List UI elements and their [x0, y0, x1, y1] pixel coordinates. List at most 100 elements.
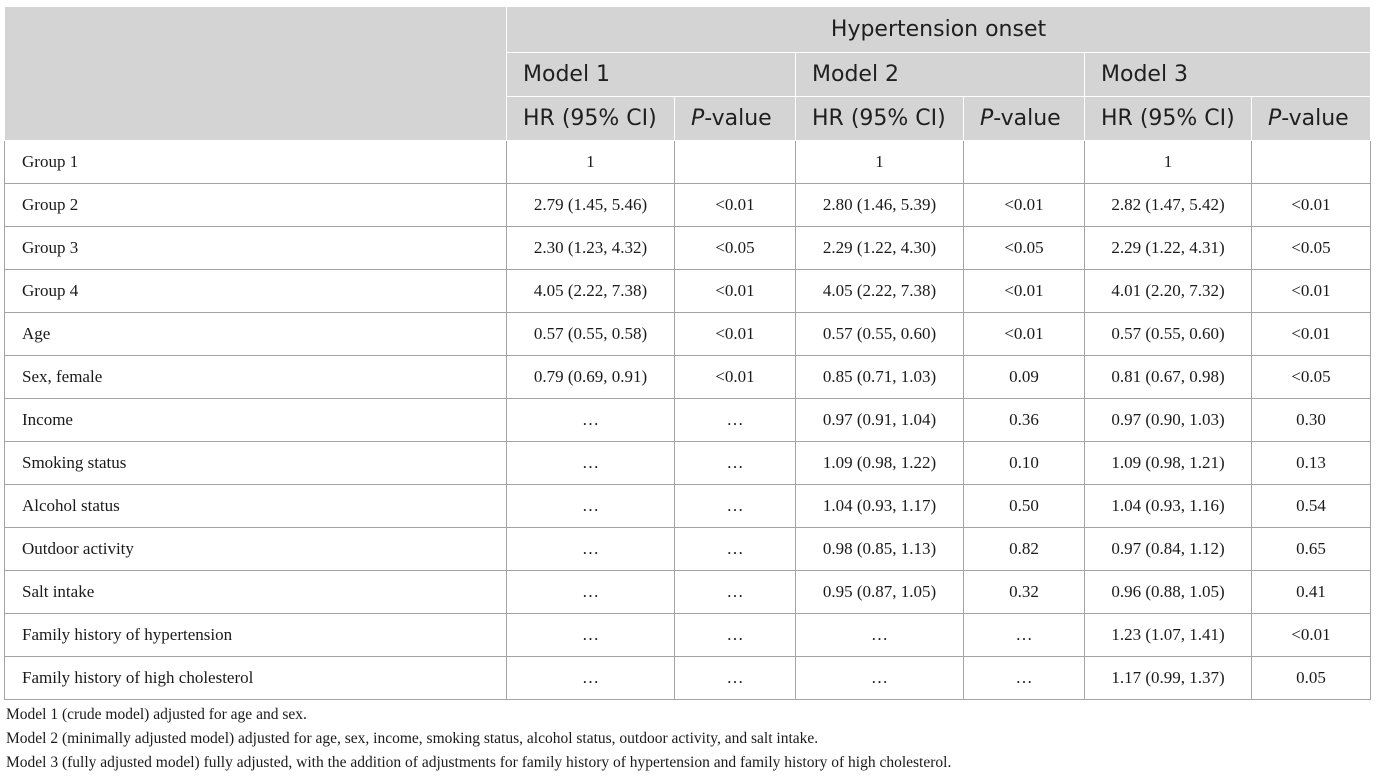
- model-2-hr-cell: 1: [795, 140, 964, 184]
- model-3-hr-cell: 1.17 (0.99, 1.37): [1084, 656, 1252, 700]
- model-1-p-cell: …: [674, 656, 796, 700]
- model-3-header: Model 3: [1083, 52, 1372, 97]
- table-row: Sex, female 0.79 (0.69, 0.91) <0.01 0.85…: [4, 355, 1372, 399]
- outcome-header: Hypertension onset: [505, 6, 1372, 53]
- model-3-hr-header: HR (95% CI): [1084, 96, 1252, 141]
- model-1-hr-header: HR (95% CI): [506, 96, 675, 141]
- model-3-p-cell: 0.05: [1250, 656, 1372, 700]
- model-1-hr-cell: …: [506, 570, 675, 614]
- model-2-p-cell: …: [963, 656, 1085, 700]
- model-1-header: Model 1: [506, 52, 796, 97]
- row-label: Salt intake: [4, 570, 507, 614]
- model-3-p-cell: 0.30: [1250, 398, 1372, 442]
- model-2-hr-cell: 4.05 (2.22, 7.38): [795, 269, 964, 313]
- model-2-hr-cell: 0.57 (0.55, 0.60): [795, 312, 964, 356]
- model-1-p-cell: <0.01: [674, 183, 796, 227]
- model-3-hr-cell: 1.23 (1.07, 1.41): [1084, 613, 1252, 657]
- model-1-p-cell: …: [674, 570, 796, 614]
- model-1-hr-cell: …: [506, 527, 675, 571]
- model-2-p-cell: …: [963, 613, 1085, 657]
- model-1-p-cell: …: [674, 527, 796, 571]
- model-1-p-cell: …: [674, 441, 796, 485]
- model-1-hr-cell: 2.30 (1.23, 4.32): [506, 226, 675, 270]
- model-3-p-cell: 0.41: [1250, 570, 1372, 614]
- table-header-corner: [4, 6, 507, 141]
- footnote-model-3: Model 3 (fully adjusted model) fully adj…: [6, 754, 952, 771]
- model-2-hr-cell: 2.80 (1.46, 5.39): [795, 183, 964, 227]
- model-2-hr-cell: 2.29 (1.22, 4.30): [795, 226, 964, 270]
- table-row: Smoking status … … 1.09 (0.98, 1.22) 0.1…: [4, 441, 1372, 485]
- row-label: Family history of high cholesterol: [4, 656, 507, 700]
- model-1-hr-cell: 0.57 (0.55, 0.58): [506, 312, 675, 356]
- table-row: Group 1 1 1 1: [4, 140, 1372, 184]
- model-3-hr-cell: 2.29 (1.22, 4.31): [1084, 226, 1252, 270]
- table-row: Family history of high cholesterol … … ……: [4, 656, 1372, 700]
- table-row: Family history of hypertension … … … … 1…: [4, 613, 1372, 657]
- row-label: Group 4: [4, 269, 507, 313]
- model-2-hr-cell: 0.95 (0.87, 1.05): [795, 570, 964, 614]
- model-2-hr-cell: 1.04 (0.93, 1.17): [795, 484, 964, 528]
- table-row: Salt intake … … 0.95 (0.87, 1.05) 0.32 0…: [4, 570, 1372, 614]
- model-3-hr-cell: 0.97 (0.84, 1.12): [1084, 527, 1252, 571]
- row-label: Family history of hypertension: [4, 613, 507, 657]
- model-1-hr-cell: 4.05 (2.22, 7.38): [506, 269, 675, 313]
- model-3-p-cell: <0.01: [1250, 183, 1372, 227]
- model-1-p-cell: …: [674, 398, 796, 442]
- model-1-p-header: P-value: [674, 96, 796, 141]
- model-1-hr-cell: 0.79 (0.69, 0.91): [506, 355, 675, 399]
- model-2-header: Model 2: [795, 52, 1085, 97]
- model-1-p-cell: …: [674, 613, 796, 657]
- model-2-hr-cell: …: [795, 656, 964, 700]
- model-1-p-cell: [674, 140, 796, 184]
- row-label: Outdoor activity: [4, 527, 507, 571]
- model-1-p-cell: <0.01: [674, 312, 796, 356]
- footnote-model-1: Model 1 (crude model) adjusted for age a…: [6, 706, 307, 723]
- model-3-p-header: P-value: [1250, 96, 1372, 141]
- model-2-p-cell: <0.01: [963, 312, 1085, 356]
- model-2-p-cell: 0.09: [963, 355, 1085, 399]
- model-1-hr-cell: …: [506, 484, 675, 528]
- model-2-p-cell: 0.82: [963, 527, 1085, 571]
- model-3-p-cell: <0.05: [1250, 355, 1372, 399]
- model-3-hr-cell: 1: [1084, 140, 1252, 184]
- model-1-hr-cell: …: [506, 441, 675, 485]
- model-3-p-cell: [1250, 140, 1372, 184]
- model-3-hr-cell: 4.01 (2.20, 7.32): [1084, 269, 1252, 313]
- model-1-hr-cell: 1: [506, 140, 675, 184]
- table-row: Age 0.57 (0.55, 0.58) <0.01 0.57 (0.55, …: [4, 312, 1372, 356]
- model-3-p-cell: <0.01: [1250, 312, 1372, 356]
- model-3-p-cell: 0.54: [1250, 484, 1372, 528]
- model-1-p-cell: <0.05: [674, 226, 796, 270]
- model-3-hr-cell: 0.96 (0.88, 1.05): [1084, 570, 1252, 614]
- table-row: Alcohol status … … 1.04 (0.93, 1.17) 0.5…: [4, 484, 1372, 528]
- model-3-hr-cell: 1.04 (0.93, 1.16): [1084, 484, 1252, 528]
- model-3-p-cell: 0.13: [1250, 441, 1372, 485]
- row-label: Sex, female: [4, 355, 507, 399]
- model-3-hr-cell: 2.82 (1.47, 5.42): [1084, 183, 1252, 227]
- row-label: Income: [4, 398, 507, 442]
- model-1-p-cell: <0.01: [674, 269, 796, 313]
- model-3-p-cell: <0.01: [1250, 613, 1372, 657]
- row-label: Smoking status: [4, 441, 507, 485]
- model-2-p-header: P-value: [963, 96, 1085, 141]
- row-label: Group 1: [4, 140, 507, 184]
- model-1-hr-cell: …: [506, 398, 675, 442]
- model-2-p-cell: 0.32: [963, 570, 1085, 614]
- footnote-model-2: Model 2 (minimally adjusted model) adjus…: [6, 730, 819, 747]
- model-3-hr-cell: 0.97 (0.90, 1.03): [1084, 398, 1252, 442]
- model-2-p-cell: <0.01: [963, 183, 1085, 227]
- model-1-p-cell: …: [674, 484, 796, 528]
- model-2-p-cell: <0.05: [963, 226, 1085, 270]
- hazard-ratio-table: Hypertension onset Model 1 Model 2 Model…: [4, 6, 1372, 700]
- model-1-p-cell: <0.01: [674, 355, 796, 399]
- row-label: Group 2: [4, 183, 507, 227]
- model-3-p-cell: 0.65: [1250, 527, 1372, 571]
- model-2-hr-cell: 0.85 (0.71, 1.03): [795, 355, 964, 399]
- model-2-hr-header: HR (95% CI): [795, 96, 964, 141]
- table-row: Outdoor activity … … 0.98 (0.85, 1.13) 0…: [4, 527, 1372, 571]
- table-row: Income … … 0.97 (0.91, 1.04) 0.36 0.97 (…: [4, 398, 1372, 442]
- table-row: Group 3 2.30 (1.23, 4.32) <0.05 2.29 (1.…: [4, 226, 1372, 270]
- row-label: Group 3: [4, 226, 507, 270]
- model-2-hr-cell: 0.97 (0.91, 1.04): [795, 398, 964, 442]
- model-1-hr-cell: …: [506, 656, 675, 700]
